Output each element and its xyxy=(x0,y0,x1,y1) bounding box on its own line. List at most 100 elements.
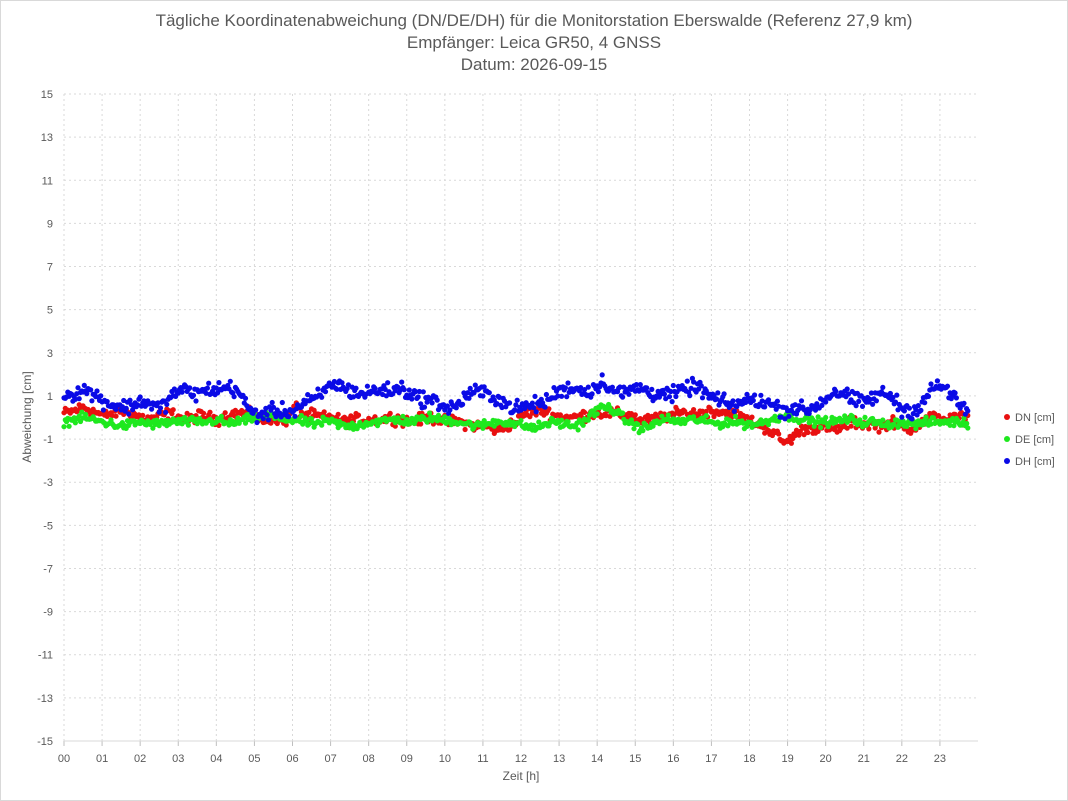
x-tick-label: 00 xyxy=(58,753,70,765)
data-point xyxy=(715,390,721,396)
data-point xyxy=(669,399,675,405)
data-point xyxy=(802,423,809,430)
data-point xyxy=(620,394,626,400)
data-point xyxy=(466,395,472,401)
data-point xyxy=(429,400,435,406)
data-point xyxy=(788,440,795,446)
data-point xyxy=(514,397,520,403)
x-tick-label: 22 xyxy=(896,753,908,765)
data-point xyxy=(260,416,266,422)
data-point xyxy=(691,407,697,413)
x-tick-label: 08 xyxy=(363,753,375,765)
y-tick-label: -7 xyxy=(43,563,53,575)
data-point xyxy=(776,431,782,437)
data-point xyxy=(765,397,772,403)
data-point xyxy=(447,407,453,413)
data-point xyxy=(66,423,72,429)
data-point xyxy=(691,379,697,385)
data-point xyxy=(400,413,406,419)
chart-subtitle-receiver: Empfänger: Leica GR50, 4 GNSS xyxy=(406,33,662,52)
data-point xyxy=(149,406,155,412)
data-point xyxy=(308,416,315,422)
data-point xyxy=(594,411,600,417)
x-tick-label: 11 xyxy=(477,753,488,765)
data-point xyxy=(805,429,811,436)
y-tick-label: -5 xyxy=(43,520,53,532)
data-point xyxy=(75,385,81,391)
data-point xyxy=(206,380,212,386)
data-point xyxy=(401,387,407,393)
data-point xyxy=(786,413,792,419)
data-point xyxy=(507,400,513,406)
data-point xyxy=(635,421,641,427)
data-point xyxy=(529,400,536,406)
data-point xyxy=(749,414,755,420)
data-point xyxy=(100,407,106,413)
data-point xyxy=(190,392,197,398)
data-point xyxy=(585,384,591,390)
data-point xyxy=(113,413,119,419)
data-point xyxy=(353,385,359,391)
data-point xyxy=(543,391,550,398)
data-point xyxy=(182,414,188,421)
data-point xyxy=(644,385,650,391)
y-tick-label: 3 xyxy=(47,348,53,360)
data-point xyxy=(668,388,674,395)
y-tick-label: 5 xyxy=(47,305,53,317)
data-point xyxy=(703,413,709,419)
data-point xyxy=(928,381,934,387)
data-point xyxy=(633,382,640,388)
data-point xyxy=(113,406,119,412)
data-point xyxy=(599,372,605,378)
x-tick-label: 04 xyxy=(210,753,222,765)
data-point xyxy=(670,382,676,389)
data-point xyxy=(253,407,259,413)
x-tick-label: 12 xyxy=(515,753,527,765)
data-point xyxy=(744,423,750,429)
data-point xyxy=(631,426,637,432)
data-point xyxy=(580,422,586,428)
y-tick-labels: 15 13 11 9 7 5 3 1 -1 -3 -5 -7 -9 -11 -13 -15 xyxy=(37,89,53,748)
data-point xyxy=(481,384,487,390)
y-tick-label: -1 xyxy=(43,434,53,446)
data-point xyxy=(961,415,967,421)
y-axis-label: Abweichung [cm] xyxy=(20,371,34,462)
data-point xyxy=(833,388,839,394)
data-point xyxy=(562,385,569,391)
data-point xyxy=(904,423,910,429)
x-tick-label: 03 xyxy=(172,753,184,765)
data-point xyxy=(891,422,897,428)
data-point xyxy=(399,379,405,385)
data-point xyxy=(752,392,758,398)
legend: DN [cm] DE [cm] DH [cm] xyxy=(1004,412,1055,468)
data-point xyxy=(575,427,581,433)
data-point xyxy=(283,422,289,428)
chart-subtitle-date: Datum: 2026-09-15 xyxy=(460,55,608,74)
data-points xyxy=(61,372,971,446)
data-point xyxy=(805,415,811,421)
data-point xyxy=(965,425,971,431)
x-tick-label: 13 xyxy=(553,753,565,765)
data-point xyxy=(665,412,671,418)
data-point xyxy=(227,378,233,384)
data-point xyxy=(319,394,325,400)
data-point xyxy=(626,391,632,397)
data-point xyxy=(815,414,821,420)
data-point xyxy=(156,409,162,415)
data-point xyxy=(339,380,345,386)
data-point xyxy=(150,425,156,431)
data-point xyxy=(844,386,850,392)
data-point xyxy=(61,424,67,430)
legend-marker xyxy=(1004,414,1010,420)
data-point xyxy=(372,385,378,391)
data-point xyxy=(661,391,668,397)
data-point xyxy=(163,409,169,415)
data-point xyxy=(559,417,565,423)
data-point xyxy=(472,382,478,388)
data-point xyxy=(170,407,176,413)
x-tick-label: 06 xyxy=(286,753,298,765)
y-tick-label: 9 xyxy=(47,218,53,230)
data-point xyxy=(870,401,876,407)
y-tick-label: -3 xyxy=(43,477,53,489)
data-point xyxy=(782,416,788,422)
